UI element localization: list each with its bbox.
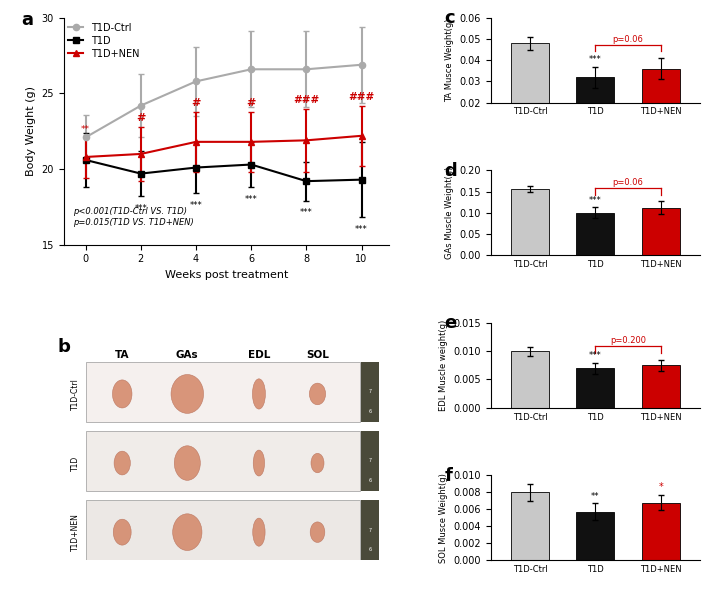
Text: 6: 6: [369, 409, 372, 414]
Legend: T1D-Ctrl, T1D, T1D+NEN: T1D-Ctrl, T1D, T1D+NEN: [69, 23, 139, 58]
Text: 7: 7: [369, 458, 372, 464]
Bar: [361, 500, 380, 560]
Y-axis label: TA Musce Weight(g): TA Musce Weight(g): [445, 18, 454, 102]
Text: ***: ***: [300, 209, 312, 218]
Text: 6: 6: [369, 547, 372, 552]
Ellipse shape: [112, 380, 132, 408]
Bar: [511, 189, 549, 255]
Text: b: b: [57, 338, 70, 356]
Text: **: **: [591, 492, 600, 501]
Bar: [576, 213, 614, 255]
Ellipse shape: [310, 383, 326, 405]
Text: p=0.200: p=0.200: [610, 336, 646, 345]
Text: SOL: SOL: [306, 350, 329, 359]
Text: TA: TA: [115, 350, 129, 359]
Bar: [361, 431, 380, 491]
Bar: [86, 431, 360, 491]
Bar: [642, 207, 679, 255]
Ellipse shape: [311, 454, 324, 473]
Text: ###: ###: [293, 95, 320, 105]
Text: #: #: [136, 113, 146, 123]
Text: p=0.06: p=0.06: [612, 178, 643, 187]
Text: ***: ***: [589, 195, 602, 205]
Ellipse shape: [114, 451, 130, 475]
Ellipse shape: [252, 518, 265, 546]
Text: T1D+NEN: T1D+NEN: [71, 513, 79, 551]
Ellipse shape: [113, 519, 132, 545]
Text: 7: 7: [369, 389, 372, 395]
Text: 6: 6: [369, 478, 372, 483]
Text: f: f: [445, 467, 452, 485]
Text: e: e: [445, 315, 457, 333]
Text: ***: ***: [589, 55, 602, 64]
Text: T1D: T1D: [71, 455, 79, 471]
Bar: [511, 44, 549, 145]
Text: ***: ***: [189, 201, 202, 210]
Y-axis label: SOL Musce Weight(g): SOL Musce Weight(g): [439, 473, 448, 563]
Text: p<0.001(T1D-Ctrl VS. T1D)
p=0.015(T1D VS. T1D+NEN): p<0.001(T1D-Ctrl VS. T1D) p=0.015(T1D VS…: [74, 207, 194, 226]
Text: d: d: [445, 162, 457, 180]
Bar: [511, 492, 549, 560]
Y-axis label: Body Weight (g): Body Weight (g): [26, 86, 36, 176]
Bar: [361, 362, 380, 422]
Bar: [642, 502, 679, 560]
Text: a: a: [21, 11, 33, 29]
Bar: [642, 69, 679, 145]
Ellipse shape: [253, 450, 264, 476]
Bar: [86, 500, 360, 560]
Bar: [576, 368, 614, 408]
X-axis label: Weeks post treatment: Weeks post treatment: [165, 270, 288, 280]
Text: c: c: [445, 10, 455, 27]
Text: GAs: GAs: [176, 350, 199, 359]
Text: 7: 7: [369, 527, 372, 532]
Text: ***: ***: [245, 195, 257, 204]
Text: **: **: [81, 125, 90, 134]
Ellipse shape: [173, 514, 202, 551]
Text: p=0.06: p=0.06: [612, 35, 643, 44]
Text: T1D-Ctrl: T1D-Ctrl: [71, 378, 79, 410]
Text: ***: ***: [134, 204, 147, 213]
Text: ***: ***: [589, 351, 602, 360]
Ellipse shape: [310, 522, 325, 542]
Y-axis label: EDL Muscle weight(g): EDL Muscle weight(g): [439, 319, 448, 411]
Bar: [86, 362, 360, 422]
Text: *: *: [658, 482, 663, 492]
Text: ###: ###: [349, 92, 375, 102]
Ellipse shape: [175, 446, 200, 480]
Bar: [576, 77, 614, 145]
Text: EDL: EDL: [247, 350, 270, 359]
Ellipse shape: [171, 374, 204, 414]
Ellipse shape: [252, 379, 265, 409]
Bar: [511, 351, 549, 408]
Text: #: #: [247, 98, 256, 108]
Text: ***: ***: [355, 225, 368, 234]
Bar: [642, 365, 679, 408]
Text: #: #: [192, 98, 201, 108]
Bar: [576, 512, 614, 560]
Y-axis label: GAs Muscle Weight(g): GAs Muscle Weight(g): [445, 167, 454, 259]
